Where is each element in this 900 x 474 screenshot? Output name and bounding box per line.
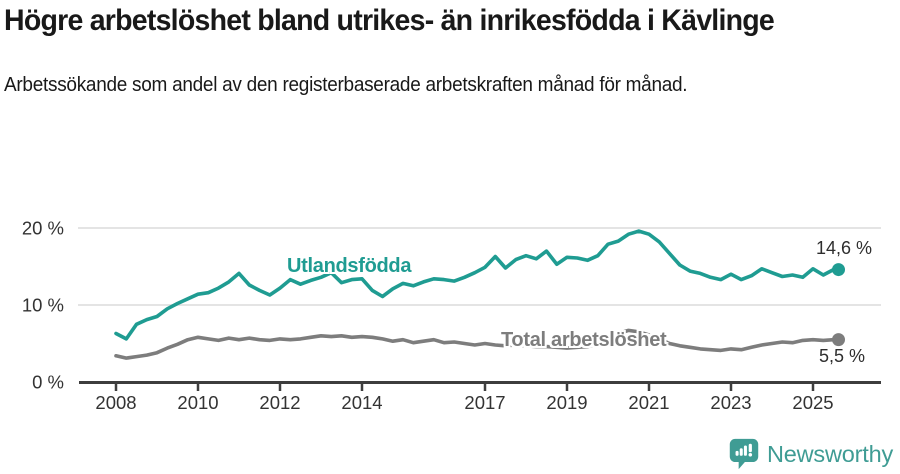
gridlines bbox=[78, 227, 881, 306]
line-chart: 2008 2010 2012 2014 2017 2019 2021 2023 2025 0 %… bbox=[0, 205, 900, 440]
x-axis-tick-label: 2017 bbox=[464, 392, 505, 413]
x-axis-tick-label: 2010 bbox=[177, 392, 218, 413]
chart-svg: 2008 2010 2012 2014 2017 2019 2021 2023 2025 0 %… bbox=[22, 218, 881, 413]
x-axis-tick-label: 2012 bbox=[259, 392, 300, 413]
chart-header: Högre arbetslöshet bland utrikes- än inr… bbox=[4, 2, 775, 98]
end-value-total-arbetsloshet: 5,5 % bbox=[819, 346, 866, 366]
series-end-dot bbox=[832, 263, 845, 277]
x-axis-tick-label: 2023 bbox=[710, 392, 751, 413]
x-axis-tick-label: 2019 bbox=[546, 392, 587, 413]
x-axis-tick-label: 2021 bbox=[628, 392, 669, 413]
series-label-total-arbetsloshet: Total arbetslöshet bbox=[501, 329, 667, 351]
y-axis-labels: 0 % 10 % 20 % bbox=[22, 218, 64, 393]
series-label-utlandsfodda: Utlandsfödda bbox=[287, 255, 412, 277]
chart-subtitle: Arbetssökande som andel av den registerb… bbox=[4, 74, 688, 96]
y-axis-tick-label: 10 % bbox=[22, 295, 64, 316]
end-value-utlandsfodda: 14,6 % bbox=[816, 238, 873, 258]
series-line-total-arbetsl-shet bbox=[114, 328, 836, 360]
y-axis-tick-label: 20 % bbox=[22, 218, 64, 239]
series-lines bbox=[114, 229, 845, 360]
x-axis-tick-label: 2008 bbox=[95, 392, 136, 413]
series-line-utlandsf-dda bbox=[114, 229, 836, 341]
x-axis-tick-label: 2014 bbox=[341, 392, 382, 413]
series-end-dot bbox=[832, 333, 845, 347]
newsworthy-branding[interactable]: Newsworthy bbox=[728, 437, 893, 471]
newsworthy-logo-icon bbox=[729, 438, 759, 470]
x-axis-tick-label: 2025 bbox=[792, 392, 833, 413]
y-axis-tick-label: 0 % bbox=[32, 372, 64, 393]
x-axis: 2008 2010 2012 2014 2017 2019 2021 2023 2025 bbox=[79, 381, 881, 413]
newsworthy-wordmark: Newsworthy bbox=[767, 440, 893, 467]
page-title: Högre arbetslöshet bland utrikes- än inr… bbox=[4, 4, 775, 37]
